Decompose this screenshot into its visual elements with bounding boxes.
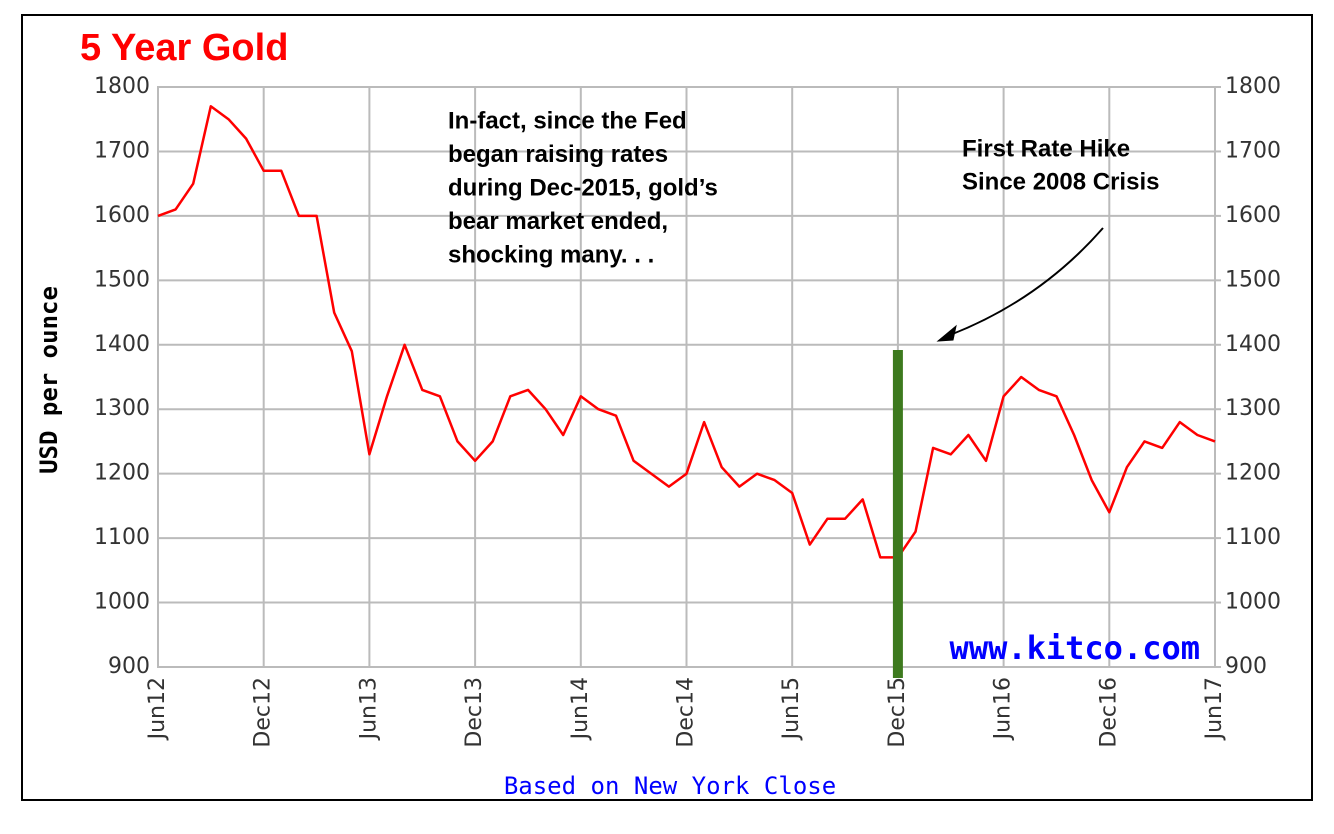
- y-tick-label: 1700: [94, 138, 150, 163]
- y-tick-label: 1200: [94, 461, 150, 486]
- y-tick-label: 1100: [94, 525, 150, 550]
- x-tick-label: Jun17: [1202, 677, 1227, 741]
- y2-tick-label: 1400: [1225, 332, 1281, 357]
- annotation: Since 2008 Crisis: [962, 168, 1159, 195]
- x-tick-label: Jun16: [991, 677, 1016, 741]
- y-tick-label: 1800: [94, 74, 150, 99]
- annotation: began raising rates: [448, 141, 668, 168]
- arrow: [949, 227, 1104, 336]
- y-tick-label: 1300: [94, 396, 150, 421]
- x-tick-label: Dec14: [674, 677, 699, 748]
- rate-hike-marker: [892, 350, 903, 678]
- annotation: bear market ended,: [448, 208, 668, 235]
- y2-tick-label: 1000: [1225, 590, 1281, 615]
- x-tick-label: Jun13: [356, 677, 381, 741]
- x-tick-label: Dec12: [251, 677, 276, 748]
- y2-tick-label: 1500: [1225, 267, 1281, 292]
- x-tick-label: Jun15: [779, 677, 804, 741]
- chart-title: 5 Year Gold: [80, 27, 288, 69]
- watermark: www.kitco.com: [950, 629, 1200, 667]
- y-tick-label: 1600: [94, 203, 150, 228]
- x-tick-label: Dec13: [462, 677, 487, 748]
- y2-tick-label: 1600: [1225, 203, 1281, 228]
- y2-tick-label: 1700: [1225, 138, 1281, 163]
- y-tick-label: 900: [108, 654, 150, 679]
- y-tick-label: 1500: [94, 267, 150, 292]
- price-line: [157, 105, 1216, 559]
- annotation: First Rate Hike: [962, 135, 1130, 162]
- y2-tick-label: 1100: [1225, 525, 1281, 550]
- y2-tick-label: 1300: [1225, 396, 1281, 421]
- x-tick-label: Dec16: [1096, 677, 1121, 748]
- x-tick-label: Jun14: [568, 677, 593, 741]
- y2-tick-label: 1800: [1225, 74, 1281, 99]
- annotation: In-fact, since the Fed: [448, 107, 687, 134]
- annotation: during Dec-2015, gold’s: [448, 174, 718, 201]
- x-tick-label: Dec15: [885, 677, 910, 748]
- y-tick-label: 1000: [94, 590, 150, 615]
- y-axis-label: USD per ounce: [35, 286, 63, 474]
- annotation: shocking many. . .: [448, 241, 654, 268]
- x-tick-label: Jun12: [145, 677, 170, 741]
- y-tick-label: 1400: [94, 332, 150, 357]
- y2-tick-label: 1200: [1225, 461, 1281, 486]
- x-note: Based on New York Close: [504, 772, 836, 800]
- arrow-head: [936, 324, 957, 342]
- y2-tick-label: 900: [1225, 654, 1267, 679]
